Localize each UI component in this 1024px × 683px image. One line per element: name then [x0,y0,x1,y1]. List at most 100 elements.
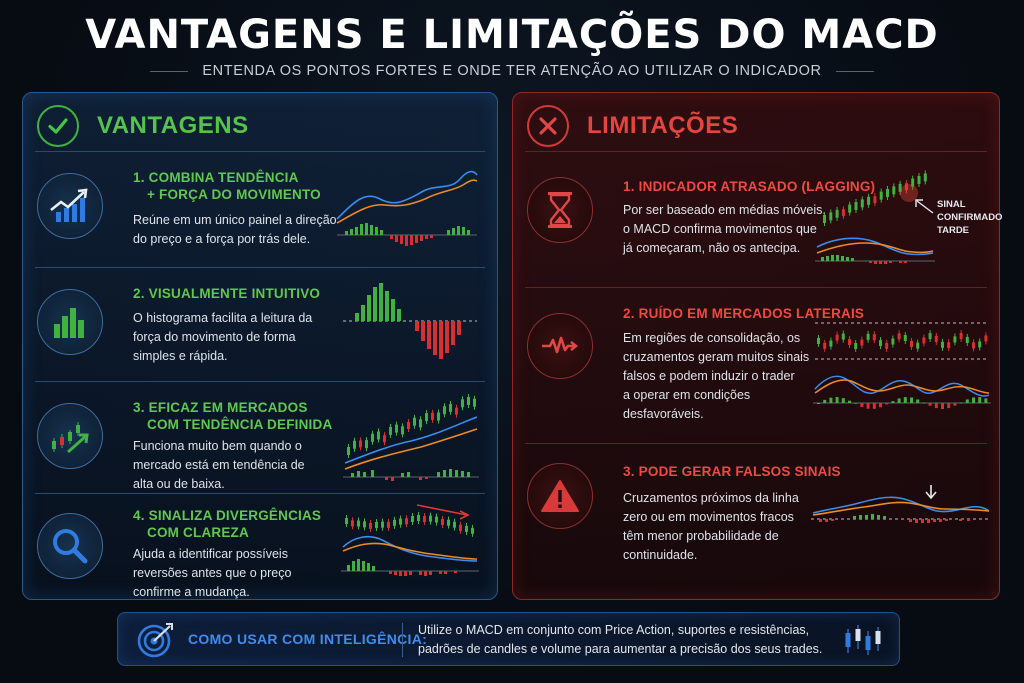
subtitle-divider-left [150,70,189,72]
candle-body [941,341,944,348]
candle-body [978,341,982,348]
candle-body [867,196,871,205]
candle-body [365,440,368,449]
candle-body [959,333,963,340]
candle-body [829,212,833,221]
advantage-title-3: 3. EFICAZ EM MERCADOS COM TENDÊNCIA DEFIN… [133,399,332,433]
lagging-mini-chart-1 [815,170,935,264]
advantage-desc-4: Ajuda a identificar possíveis reversões … [133,545,291,602]
limitation-title-3: 3. PODE GERAR FALSOS SINAIS [623,463,841,480]
macd-mini-chart-1 [336,170,478,246]
desc-line: Funciona muito bem quando o [133,439,302,453]
title-line: RUÍDO EM MERCADOS LATERAIS [638,306,865,321]
limitations-panel: LIMITAÇÕES 1. INDICADOR ATRASADO (LAGGING… [512,92,1003,600]
title-line: + FORÇA DO MOVIMENTO [147,187,321,202]
histogram-bar [860,403,864,407]
advantage-title-1: 1. COMBINA TENDÊNCIA + FORÇA DO MOVIMENTO [133,169,321,203]
candle-body [972,342,975,349]
pointer-arrow-icon [915,199,934,214]
histogram-bar [928,403,932,406]
item-number: 4. [133,508,145,523]
candle-body [399,518,402,525]
limitation-desc-1: Por ser baseado em médias móveis, o MACD… [623,201,826,258]
desc-line: cruzamentos geram muitos sinais [623,350,810,364]
x-icon [527,105,569,147]
candle-body [953,336,957,343]
candle-body [866,333,870,340]
title-line: SINALIZA DIVERGÊNCIAS [148,508,322,523]
candle-body [389,426,392,435]
candle-body [363,521,366,528]
candle-body [917,176,921,184]
subtitle-divider-right [835,70,875,72]
candle-body [381,521,384,528]
tip-line: padrões de candles e volume para aumenta… [418,642,823,656]
advantage-item-2: 2. VISUALMENTE INTUITIVO O histograma fac… [23,267,497,381]
annotation-line: SINAL [937,199,966,210]
candle-body [411,515,414,522]
advantages-panel: VANTAGENS 1. COMBINA TENDÊNCIA + FORÇA DO… [22,92,498,600]
candle-body [823,215,826,223]
warning-triangle-icon [527,463,593,529]
uptrend-mini-chart-3 [343,394,479,481]
desc-line: força do movimento de forma [133,330,296,344]
candle-body [449,403,452,412]
desc-line: têm menor probabilidade de [623,529,779,543]
histogram-bar [848,400,851,403]
divider [35,381,485,382]
annotation-line: CONFIRMADO [937,212,1003,223]
page-title: VANTAGENS E LIMITAÇÕES DO MACD [85,12,939,58]
divider [525,443,987,444]
sideways-mini-chart-2 [813,322,991,409]
candle-body [467,397,470,405]
hourglass-icon [527,177,593,243]
candle-body [369,522,372,529]
divider [35,493,485,494]
candle-body [903,334,907,341]
desc-line: continuidade. [623,548,698,562]
desc-line: zero ou em movimentos fracos [623,510,794,524]
title-line: COMBINA TENDÊNCIA [148,170,299,185]
desc-line: Cruzamentos próximos da linha [623,491,799,505]
candle-body [387,521,390,528]
candle-body [453,521,456,528]
candle-body [922,337,926,344]
divider [402,623,403,657]
candle-body [835,209,839,218]
histogram-bar [965,399,969,403]
title-line: PODE GERAR FALSOS SINAIS [638,464,841,479]
desc-line: Reúne em um único painel a direção [133,213,337,227]
histogram-mini-chart-2 [343,283,477,359]
candle-body [419,419,422,428]
candle-body [357,520,360,527]
title-line: EFICAZ EM MERCADOS [148,400,308,415]
candle-body [425,413,428,422]
advantage-desc-2: O histograma facilita a leitura da força… [133,309,312,366]
candle-body [854,342,858,349]
advantages-title: VANTAGENS [97,112,249,139]
limitations-title: LIMITAÇÕES [587,112,739,139]
desc-line: já começaram, não os antecipa. [623,241,801,255]
candle-body [347,447,350,455]
divider [525,287,987,288]
candles-icon [845,625,881,655]
item-number: 2. [133,286,145,301]
candle-body [353,440,356,449]
histogram-bar [891,401,895,403]
divider [35,267,485,268]
candle-body [413,417,416,426]
candle-body [898,183,902,192]
candle-body [461,399,464,408]
divider [525,151,987,152]
candle-body [892,186,896,195]
limitation-title-2: 2. RUÍDO EM MERCADOS LATERAIS [623,305,864,322]
candle-body [860,199,864,208]
limitation-desc-3: Cruzamentos próximos da linha zero ou em… [623,489,799,565]
histogram-bar [910,397,913,403]
histogram-bar [829,397,833,403]
candle-body [395,424,398,433]
candle-body [383,435,386,443]
candle-body [473,398,476,407]
false-signal-mini-chart-3 [811,485,990,523]
noise-wave-icon [527,313,593,379]
